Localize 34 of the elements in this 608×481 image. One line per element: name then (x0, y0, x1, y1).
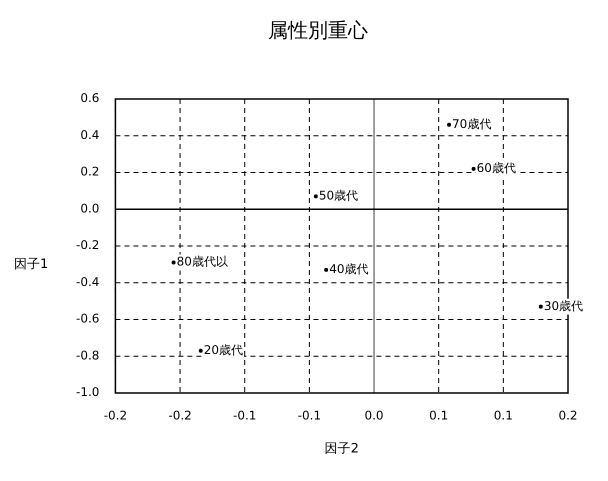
x-tick-label: -0.2 (104, 408, 128, 422)
y-tick-label: 0.4 (80, 128, 100, 142)
point (198, 348, 203, 353)
point (447, 122, 452, 127)
point (538, 304, 543, 309)
x-tick-label: 0.1 (429, 408, 448, 422)
point (314, 194, 318, 198)
series-label: 50歳代 (318, 188, 358, 203)
point (324, 268, 328, 272)
y-tick-label: -1.0 (76, 385, 100, 400)
y-tick-label: -0.6 (76, 312, 100, 326)
series-label: 80歳代以 (176, 254, 228, 269)
series-label: 30歳代 (544, 298, 584, 313)
y-tick-label: -0.4 (76, 274, 100, 289)
x-tick-label: -0.2 (168, 408, 192, 422)
x-tick-label: 0.2 (558, 408, 578, 422)
series-label: 60歳代 (476, 160, 516, 175)
point (172, 260, 176, 265)
x-tick-label: 0.0 (364, 408, 384, 422)
x-tick-label: -0.1 (298, 408, 322, 422)
series-label: 40歳代 (329, 262, 368, 276)
series-label: 20歳代 (204, 342, 244, 357)
x-tick-label: -0.1 (233, 408, 256, 422)
y-tick-label: 0.6 (80, 91, 100, 106)
y-axis-title: 因子1 (14, 256, 48, 272)
chart-title: 属性別重心 (268, 18, 368, 42)
y-tick-label: -0.2 (76, 238, 100, 252)
series-label: 70歳代 (452, 116, 492, 131)
y-tick-label: 0.2 (80, 164, 100, 179)
point (472, 166, 476, 171)
y-tick-label: -0.8 (76, 348, 100, 362)
x-axis-title: 因子2 (324, 442, 359, 457)
y-tick-label: 0.0 (80, 201, 100, 216)
x-tick-label: 0.1 (494, 408, 513, 422)
